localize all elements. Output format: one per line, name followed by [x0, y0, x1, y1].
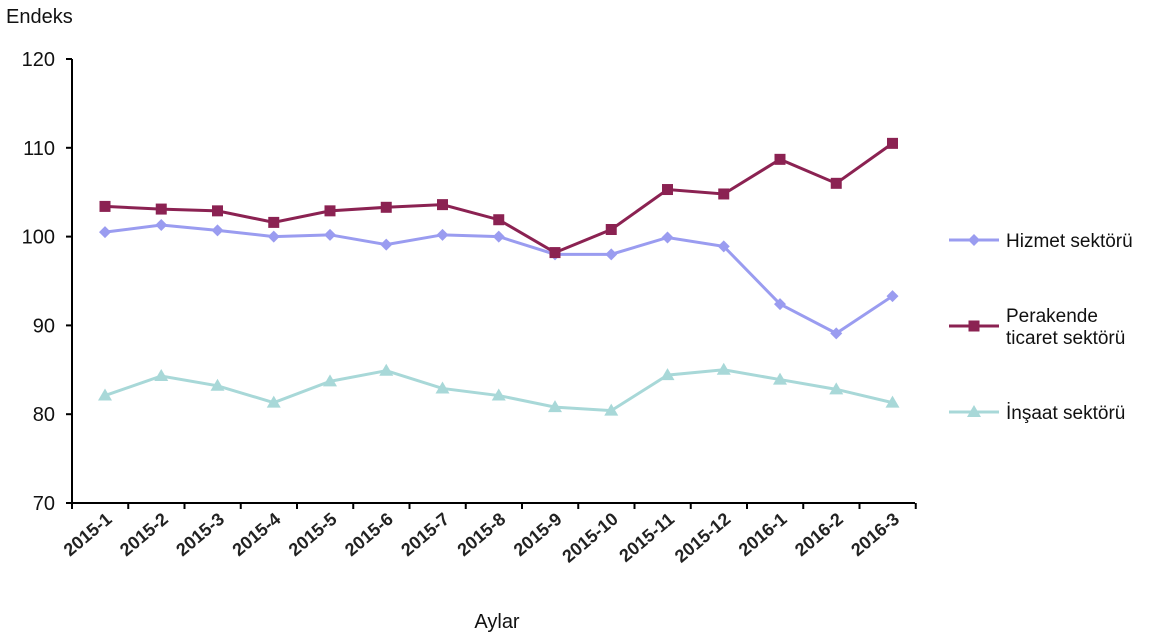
x-axis-title: Aylar	[474, 611, 520, 633]
legend-label: İnşaat sektörü	[1006, 403, 1125, 424]
data-point-marker	[492, 230, 505, 243]
data-point-marker	[886, 290, 899, 303]
data-point-marker	[491, 388, 506, 401]
legend-item: Hizmet sektörü	[949, 231, 1133, 252]
data-point-marker	[774, 153, 786, 165]
y-ticks: 70 80 90 100 110 120	[22, 49, 72, 515]
x-tick-label: 2015-6	[341, 509, 397, 560]
legend: Hizmet sektörü Perakende ticaret sektörü İn…	[949, 231, 1133, 424]
x-tick-label: 2015-12	[671, 509, 734, 567]
data-point-marker	[830, 177, 842, 189]
data-point-marker	[155, 219, 168, 232]
data-point-marker	[493, 214, 505, 226]
data-point-marker	[267, 230, 280, 243]
data-point-marker	[435, 381, 450, 394]
x-tick-label: 2015-2	[116, 509, 172, 560]
y-tick-label: 70	[33, 493, 55, 515]
data-point-marker	[211, 224, 224, 237]
series-layer	[98, 137, 900, 416]
data-point-marker	[773, 372, 787, 385]
data-point-marker	[604, 403, 619, 416]
data-point-marker	[885, 395, 900, 408]
data-point-marker	[605, 223, 617, 235]
x-tick-label: 2015-1	[60, 509, 116, 560]
data-point-marker	[324, 228, 336, 241]
x-tick-label: 2016-1	[735, 509, 791, 560]
x-tick-label: 2015-7	[397, 509, 453, 560]
x-tick-label: 2015-3	[172, 509, 228, 560]
data-point-marker	[155, 203, 167, 215]
x-tick-label: 2015-5	[285, 509, 341, 560]
x-tick-label: 2016-2	[791, 509, 847, 560]
series-0	[99, 219, 899, 340]
legend-label: Hizmet sektörü	[1006, 231, 1133, 252]
data-point-marker	[548, 400, 562, 413]
data-point-marker	[323, 374, 337, 387]
data-point-marker	[662, 184, 673, 196]
data-point-marker	[380, 201, 392, 213]
legend-label: Perakende ticaret sektörü	[1006, 306, 1125, 349]
data-point-marker	[605, 248, 618, 261]
y-tick-label: 100	[22, 227, 55, 249]
data-point-marker	[887, 137, 898, 149]
data-point-marker	[717, 240, 730, 253]
data-point-marker	[549, 247, 561, 259]
x-tick-label: 2016-3	[847, 509, 903, 560]
data-point-marker	[718, 188, 730, 200]
data-point-marker	[98, 388, 112, 401]
x-tick-label: 2015-4	[229, 509, 285, 560]
data-point-marker	[379, 363, 394, 376]
y-tick-label: 90	[33, 315, 55, 337]
data-point-marker	[324, 205, 336, 217]
series-2	[98, 362, 900, 416]
data-point-marker	[210, 378, 225, 391]
y-tick-label: 80	[33, 404, 55, 426]
data-point-marker	[380, 238, 393, 251]
axes	[71, 59, 915, 504]
data-point-marker	[436, 228, 449, 241]
y-axis-title: Endeks	[6, 6, 73, 28]
data-point-marker	[716, 362, 731, 375]
legend-marker	[967, 405, 981, 417]
x-tick-label: 2015-9	[510, 509, 566, 560]
data-point-marker	[437, 199, 448, 211]
series-1	[99, 137, 898, 259]
data-point-marker	[830, 327, 843, 340]
data-point-marker	[99, 226, 111, 239]
legend-item: Perakende ticaret sektörü	[949, 306, 1125, 349]
data-point-marker	[154, 369, 169, 382]
data-point-marker	[774, 298, 786, 311]
y-tick-label: 120	[22, 49, 55, 71]
legend-item: İnşaat sektörü	[949, 403, 1125, 424]
data-point-marker	[660, 368, 675, 381]
legend-marker	[968, 320, 980, 332]
x-ticks: 2015-1 2015-2 2015-3 2015-4 2015-5 2015-6 2015…	[60, 503, 917, 567]
legend-marker	[968, 234, 980, 246]
x-tick-label: 2015-10	[558, 509, 621, 567]
data-point-marker	[99, 200, 111, 212]
data-point-marker	[829, 382, 844, 395]
data-point-marker	[268, 216, 280, 228]
y-tick-label: 110	[23, 138, 55, 160]
data-point-marker	[661, 231, 674, 244]
data-point-marker	[212, 205, 223, 217]
data-point-marker	[266, 395, 281, 408]
x-tick-label: 2015-11	[615, 509, 678, 566]
x-tick-label: 2015-8	[454, 509, 510, 560]
